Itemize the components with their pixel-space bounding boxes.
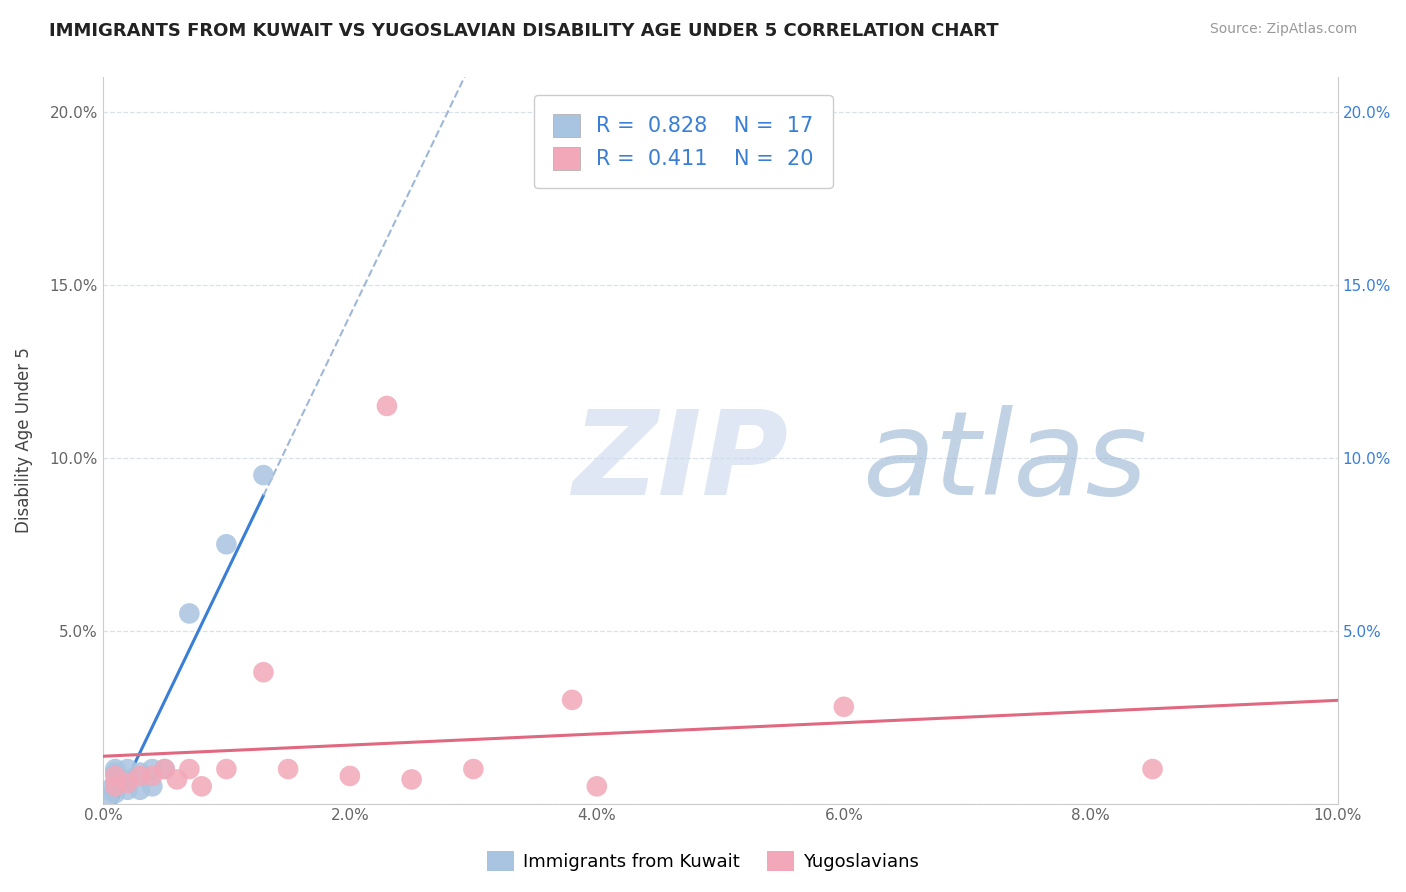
Point	[153, 762, 176, 776]
Text: IMMIGRANTS FROM KUWAIT VS YUGOSLAVIAN DISABILITY AGE UNDER 5 CORRELATION CHART: IMMIGRANTS FROM KUWAIT VS YUGOSLAVIAN DI…	[49, 22, 998, 40]
Point	[153, 762, 176, 776]
Point	[104, 780, 127, 794]
Point	[832, 699, 855, 714]
Point	[561, 693, 583, 707]
Point	[179, 607, 201, 621]
Point	[117, 762, 139, 776]
Point	[252, 665, 274, 680]
Point	[104, 786, 127, 800]
Point	[277, 762, 299, 776]
Y-axis label: Disability Age Under 5: Disability Age Under 5	[15, 348, 32, 533]
Point	[141, 769, 163, 783]
Point	[117, 782, 139, 797]
Point	[215, 537, 238, 551]
Point	[141, 780, 163, 794]
Point	[215, 762, 238, 776]
Point	[463, 762, 485, 776]
Point	[586, 780, 609, 794]
Point	[98, 789, 121, 804]
Point	[252, 468, 274, 483]
Point	[129, 782, 152, 797]
Point	[117, 772, 139, 787]
Text: atlas: atlas	[862, 405, 1147, 519]
Point	[104, 765, 127, 780]
Point	[129, 765, 152, 780]
Text: ZIP: ZIP	[572, 405, 789, 520]
Point	[375, 399, 398, 413]
Point	[1142, 762, 1164, 776]
Point	[129, 769, 152, 783]
Point	[141, 762, 163, 776]
Point	[104, 762, 127, 776]
Point	[117, 776, 139, 790]
Legend: R =  0.828    N =  17, R =  0.411    N =  20: R = 0.828 N = 17, R = 0.411 N = 20	[534, 95, 832, 188]
Point	[98, 782, 121, 797]
Point	[104, 776, 127, 790]
Legend: Immigrants from Kuwait, Yugoslavians: Immigrants from Kuwait, Yugoslavians	[479, 844, 927, 879]
Point	[401, 772, 423, 787]
Point	[190, 780, 212, 794]
Point	[179, 762, 201, 776]
Text: Source: ZipAtlas.com: Source: ZipAtlas.com	[1209, 22, 1357, 37]
Point	[339, 769, 361, 783]
Point	[104, 769, 127, 783]
Point	[166, 772, 188, 787]
